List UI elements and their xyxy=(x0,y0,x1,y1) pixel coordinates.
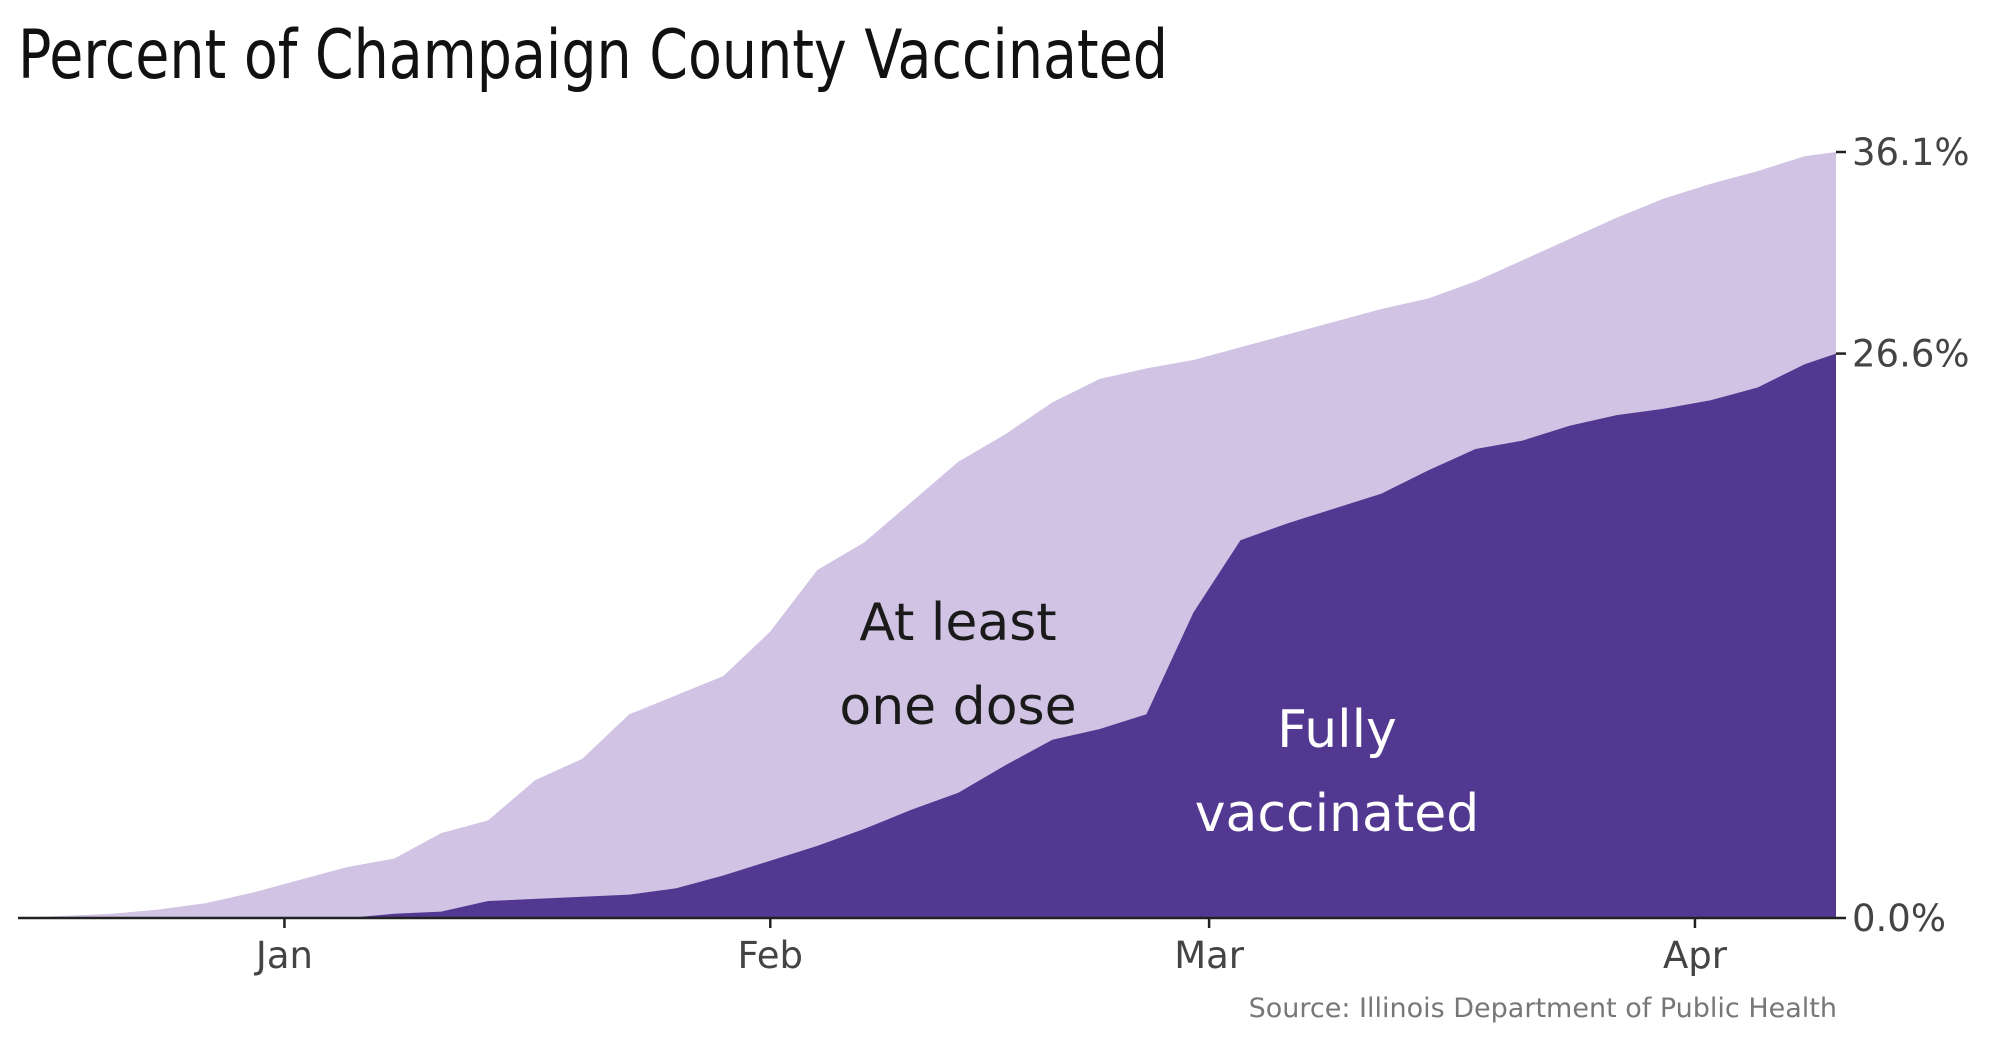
axis-layer: Jan Feb Mar Apr 0.0% 26.6% 36.1% xyxy=(18,131,1970,977)
y-tick-label-1: 0.0% xyxy=(1852,897,1946,940)
y-tick-label-3: 36.1% xyxy=(1852,131,1970,174)
annotation-layer: At least one dose Fully vaccinated xyxy=(839,593,1479,844)
chart-title: Percent of Champaign County Vaccinated xyxy=(18,16,1168,95)
x-tick-label-mar: Mar xyxy=(1174,934,1245,977)
annotation-fully-vaccinated-line-1: Fully xyxy=(1277,700,1397,760)
annotation-fully-vaccinated-line-2: vaccinated xyxy=(1195,784,1479,844)
source-note: Source: Illinois Department of Public He… xyxy=(1249,993,1837,1024)
x-tick-label-feb: Feb xyxy=(738,934,804,977)
x-tick-label-apr: Apr xyxy=(1663,934,1728,977)
x-tick-label-jan: Jan xyxy=(254,934,313,977)
area-fully-vaccinated xyxy=(18,353,1836,919)
y-tick-label-2: 26.6% xyxy=(1852,333,1970,376)
annotation-at-least-one-dose-line-1: At least xyxy=(859,593,1056,653)
annotation-at-least-one-dose-line-2: one dose xyxy=(839,677,1076,737)
series-layer xyxy=(18,152,1836,919)
